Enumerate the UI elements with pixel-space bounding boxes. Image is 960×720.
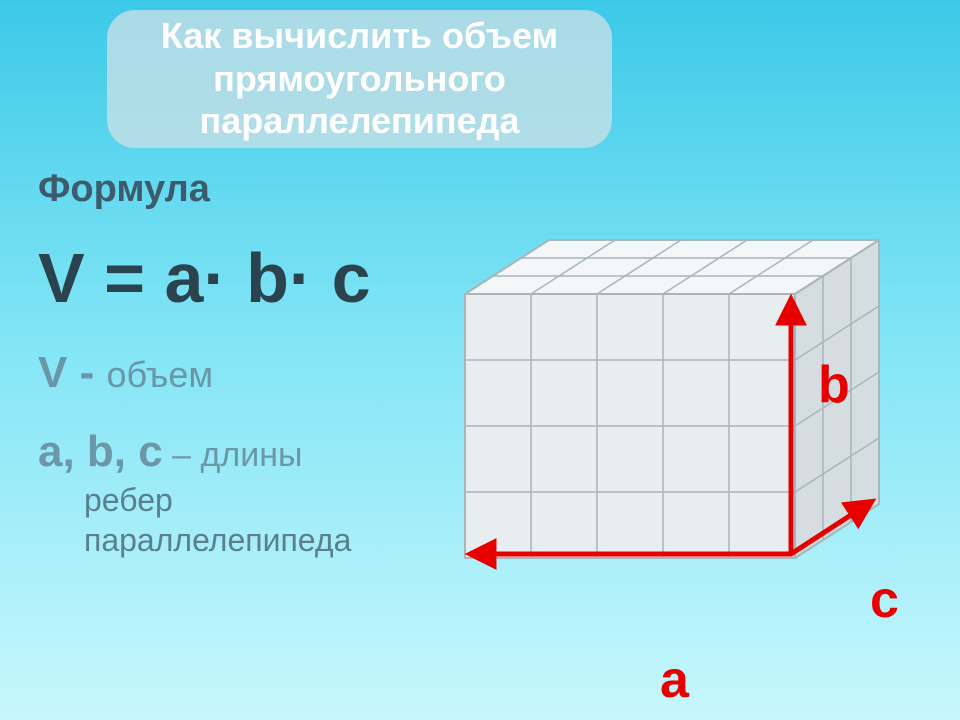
abc-meaning-2: ребер параллелепипеда bbox=[84, 480, 408, 560]
v-description: V - объем bbox=[38, 348, 213, 398]
title-box: Как вычислить объем прямоугольного парал… bbox=[107, 10, 612, 148]
abc-symbols: a, b, c bbox=[38, 427, 163, 476]
title-text: Как вычислить объем прямоугольного парал… bbox=[131, 15, 588, 142]
v-dash: - bbox=[67, 348, 106, 397]
axis-c-label: c bbox=[870, 570, 899, 630]
v-symbol: V bbox=[38, 348, 67, 397]
formula-expression: V = a· b· c bbox=[38, 238, 371, 318]
cuboid-diagram: a b c bbox=[430, 180, 950, 710]
abc-meaning-1: длины bbox=[201, 436, 303, 474]
axis-b-label: b bbox=[818, 355, 850, 415]
formula-label: Формула bbox=[38, 168, 210, 211]
abc-description: a, b, c – длины ребер параллелепипеда bbox=[38, 426, 408, 560]
axis-a-label: a bbox=[660, 650, 689, 710]
cuboid-svg bbox=[430, 180, 950, 710]
v-meaning: объем bbox=[106, 354, 213, 395]
abc-dash: – bbox=[163, 436, 201, 474]
